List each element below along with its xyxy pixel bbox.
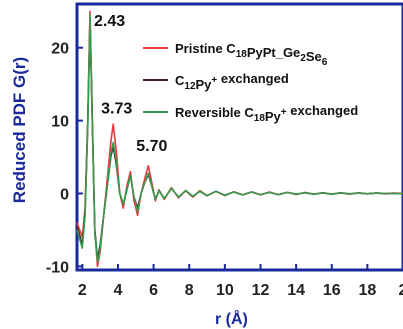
x-tick-label: 16: [323, 282, 341, 299]
legend-label-part: exchanged: [217, 71, 289, 86]
x-tick-label: 2: [399, 282, 403, 299]
peak-label: 2.43: [94, 13, 125, 30]
legend-label-part: PyPt_Ge: [247, 45, 300, 60]
x-tick-label: 4: [114, 282, 123, 299]
y-tick-label: 20: [51, 41, 69, 58]
x-tick-label: 12: [252, 282, 270, 299]
legend-label-part: exchanged: [287, 103, 359, 118]
legend-label-part: Reversible C: [175, 105, 254, 120]
peak-label: 5.70: [136, 138, 167, 155]
x-axis-ticks: 2 4 6 8 10 12 14 16 18 2: [78, 264, 403, 299]
series-line-2: [76, 14, 403, 264]
peak-annotations: 2.43 3.73 5.70: [94, 13, 167, 155]
x-tick-label: 10: [216, 282, 234, 299]
legend-label-1: C12Py+ exchanged: [175, 71, 289, 92]
legend-label-part: +: [211, 75, 217, 86]
legend-label-part: C: [175, 73, 185, 88]
x-tick-label: 2: [78, 282, 87, 299]
legend-label-2: Reversible C18Py+ exchanged: [175, 103, 358, 124]
x-tick-label: 6: [149, 282, 158, 299]
legend-label-part: +: [281, 107, 287, 118]
x-tick-label: 18: [358, 282, 376, 299]
y-tick-label: 0: [60, 186, 69, 203]
plot-frame: [75, 2, 403, 272]
legend-label-0: Pristine C18PyPt_Ge2Se6: [175, 41, 328, 68]
peak-label: 3.73: [101, 100, 132, 117]
x-tick-label: 14: [287, 282, 305, 299]
y-tick-label: 10: [51, 114, 69, 131]
x-tick-label: 8: [185, 282, 194, 299]
y-tick-label: -10: [46, 259, 69, 276]
legend-label-part: Se: [306, 49, 322, 64]
legend-label-part: 12: [184, 81, 196, 92]
legend-label-part: Py: [265, 109, 282, 124]
legend-label-part: 2: [300, 53, 306, 64]
legend-label-part: 18: [236, 49, 248, 60]
x-axis-label: r (Å): [215, 311, 248, 328]
y-axis-ticks: -10 0 10 20: [46, 41, 83, 276]
legend-label-part: Pristine C: [175, 41, 236, 56]
legend-label-part: 6: [322, 57, 328, 68]
series-layer: [76, 10, 403, 268]
y-axis-label: Reduced PDF G(r): [10, 56, 29, 204]
legend-label-part: 18: [254, 113, 266, 124]
legend-label-part: Py: [196, 77, 213, 92]
